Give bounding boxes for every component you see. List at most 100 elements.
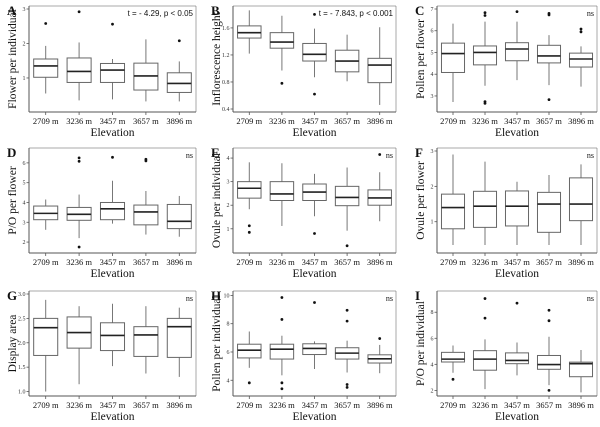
x-tick-label: 3236 m [269,116,295,126]
x-tick-label: 2709 m [33,400,59,410]
y-axis-label: Inflorescence height [211,11,223,105]
iqr-box [440,42,466,73]
panel-d: D 2 3 4 5 6 P/O per flower 2709 m 3236 m 3457 m 36… [7,145,197,280]
y-tick-label: 1.6 [222,26,230,32]
x-tick-label: 2709 m [440,116,466,126]
panel-letter: I [415,288,420,303]
y-tick-label: 2 [431,184,434,190]
outlier-point [280,381,284,385]
iqr-box [568,361,594,378]
iqr-box [536,191,562,233]
y-axis-label: Ovule per individual [211,153,223,248]
outlier-point [313,13,316,16]
stat-annotation: ns [587,294,594,303]
stat-annotation: t = - 4.29, p < 0.05 [128,9,194,18]
x-axis-label: Elevation [292,268,336,280]
box-5 [568,164,594,246]
panel-i: I 2 4 6 8 P/O per individual 2709 m 3236 m 3457 … [415,288,598,423]
y-tick-label: 3 [227,180,230,186]
x-tick-label: 3457 m [504,257,530,267]
x-tick-label: 2709 m [440,400,466,410]
stat-annotation: ns [587,151,594,160]
box-1 [440,23,466,103]
box-2 [472,161,498,246]
x-tick-label: 2709 m [440,257,466,267]
box-3 [302,301,327,369]
outlier-point [579,30,583,34]
x-tick-label: 3236 m [66,257,92,267]
y-tick-label: 1 [23,76,26,82]
y-tick-label: 4 [431,72,434,78]
outlier-point [483,297,487,300]
x-tick-label: 3457 m [504,400,530,410]
outlier-point [77,10,81,14]
y-tick-label: 2 [431,388,434,394]
outlier-point [483,14,487,17]
x-tick-label: 3657 m [536,257,562,267]
outlier-point [280,81,284,85]
y-tick-label: 3.0 [18,292,26,298]
y-axis-label: P/O per individual [415,301,427,386]
outlier-point [247,230,251,234]
y-tick-label: 10 [224,293,230,299]
outlier-point [345,383,349,386]
x-axis-label: Elevation [90,268,134,280]
y-tick-label: 3 [431,149,434,155]
x-tick-label: 3236 m [269,400,295,410]
outlier-point [44,22,48,25]
panel-letter: C [415,3,424,18]
box-5 [367,337,392,374]
box-2 [269,296,295,391]
panel-letter: B [211,3,220,18]
box-4 [334,34,360,82]
panel-letter: D [7,145,16,160]
box-5 [367,27,392,105]
panel-letter: A [7,3,17,18]
outlier-point [345,319,349,323]
iqr-box [472,190,498,228]
x-tick-label: 2709 m [236,257,262,267]
panel-letter: E [211,145,220,160]
x-tick-label: 3236 m [472,400,498,410]
y-tick-label: 1 [227,227,230,233]
box-1 [33,22,59,94]
y-axis-label: P/O per flower [7,166,19,235]
iqr-box [367,57,392,84]
outlier-point [313,232,316,235]
y-axis-label: Ovule per flower [415,161,427,240]
y-tick-label: 8 [431,310,434,316]
iqr-box [440,351,466,363]
x-tick-label: 3457 m [100,400,126,410]
y-tick-label: 1 [431,220,434,226]
x-tick-label: 3236 m [269,257,295,267]
y-tick-label: 8 [227,322,230,328]
outlier-point [515,301,519,305]
y-tick-label: 4 [227,156,230,162]
x-tick-label: 3236 m [472,257,498,267]
y-axis-label: Display area [7,315,19,373]
outlier-point [280,296,284,299]
x-tick-label: 2709 m [236,400,262,410]
x-tick-label: 3657 m [536,116,562,126]
x-axis-label: Elevation [495,268,539,280]
panel-letter: F [415,145,423,160]
y-tick-label: 4 [431,362,434,368]
box-5 [367,153,392,222]
iqr-box [440,193,466,230]
x-tick-label: 3657 m [334,257,360,267]
box-1 [237,10,262,54]
outlier-point [483,316,487,320]
y-tick-label: 6 [227,350,230,356]
x-tick-label: 2709 m [33,257,59,267]
x-tick-label: 3657 m [133,400,159,410]
iqr-box [237,343,262,359]
iqr-box [166,72,192,93]
panel-g: G 1.0 1.5 2.0 2.5 3.0 Display area 2709 m 3236 m… [7,288,197,423]
box-5 [166,39,192,102]
outlier-point [313,301,316,304]
box-3 [504,181,530,246]
y-tick-label: 2 [23,240,26,246]
outlier-point [515,10,519,14]
y-tick-label: 2 [227,203,230,209]
